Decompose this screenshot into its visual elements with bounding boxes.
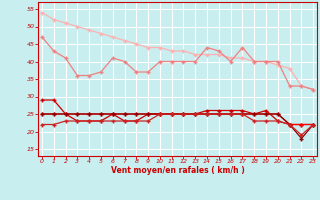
X-axis label: Vent moyen/en rafales ( km/h ): Vent moyen/en rafales ( km/h ) (111, 166, 244, 175)
